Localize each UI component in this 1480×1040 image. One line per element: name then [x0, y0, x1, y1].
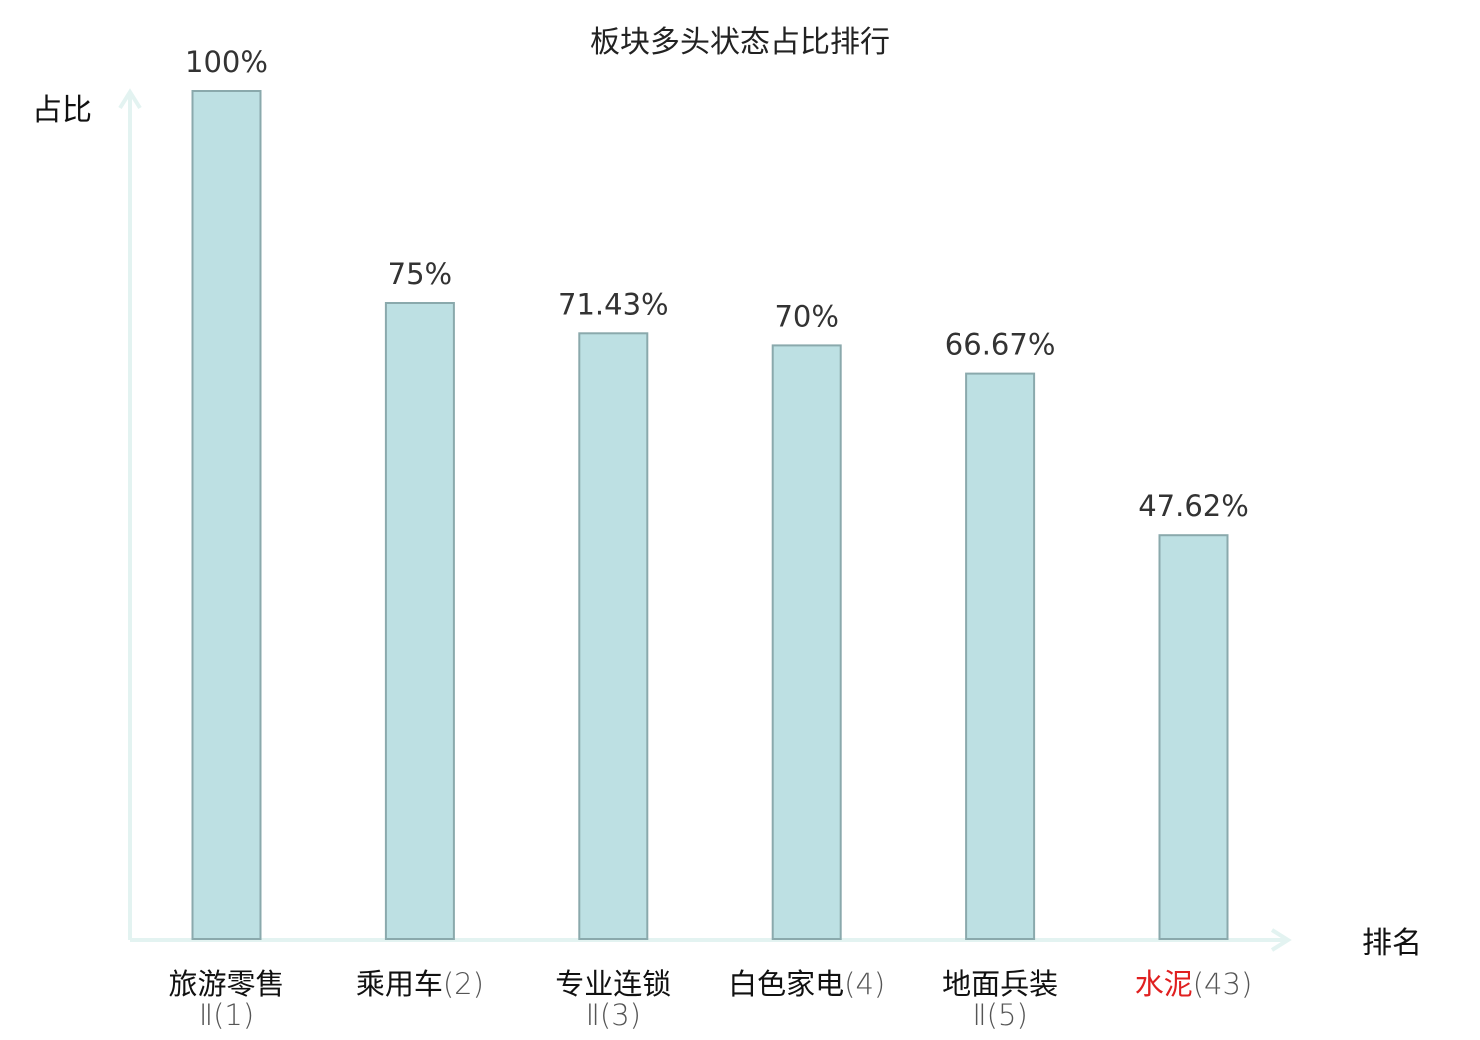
bars-layer — [191, 90, 1229, 941]
category-name-6: 水泥 — [1135, 967, 1193, 1001]
bar-5 — [965, 372, 1036, 941]
bar-1 — [191, 90, 262, 940]
value-label-1: 100% — [185, 45, 268, 79]
category-name-2: 乘用车 — [356, 967, 443, 1001]
bar-4 — [771, 344, 842, 940]
value-labels-layer: 100% 75% 71.43% 70% 66.67% 47.62% — [185, 45, 1249, 523]
bar-2 — [384, 302, 455, 940]
value-label-2: 75% — [388, 257, 452, 291]
category-label-4: 白色家电(4) — [728, 967, 885, 1001]
value-label-4: 70% — [774, 299, 838, 333]
y-axis-arrow-icon — [118, 88, 142, 110]
category-rank-2: (2) — [443, 967, 484, 1001]
value-label-5: 66.67% — [945, 328, 1056, 362]
category-rank-4: (4) — [844, 967, 885, 1001]
value-label-6: 47.62% — [1138, 489, 1249, 523]
category-name-4: 白色家电 — [728, 967, 844, 1001]
y-axis-label: 占比 — [32, 93, 92, 128]
x-axis-arrow-icon — [1270, 928, 1292, 952]
category-rank-1: Ⅱ(1) — [199, 998, 254, 1032]
category-label-5: 地面兵装 — [942, 967, 1058, 1001]
chart-title: 板块多头状态占比排行 — [590, 25, 890, 60]
category-rank-5: Ⅱ(5) — [972, 998, 1027, 1032]
x-axis-label: 排名 — [1362, 926, 1422, 961]
category-label-1: 旅游零售 — [168, 967, 284, 1001]
category-rank-3: Ⅱ(3) — [586, 998, 641, 1032]
bar-6 — [1158, 534, 1229, 940]
category-label-6: 水泥(43) — [1135, 967, 1253, 1001]
category-rank-6: (43) — [1193, 967, 1253, 1001]
category-label-3: 专业连锁 — [555, 967, 671, 1001]
bar-3 — [578, 332, 649, 940]
category-label-2: 乘用车(2) — [356, 967, 484, 1001]
value-label-3: 71.43% — [558, 287, 669, 321]
